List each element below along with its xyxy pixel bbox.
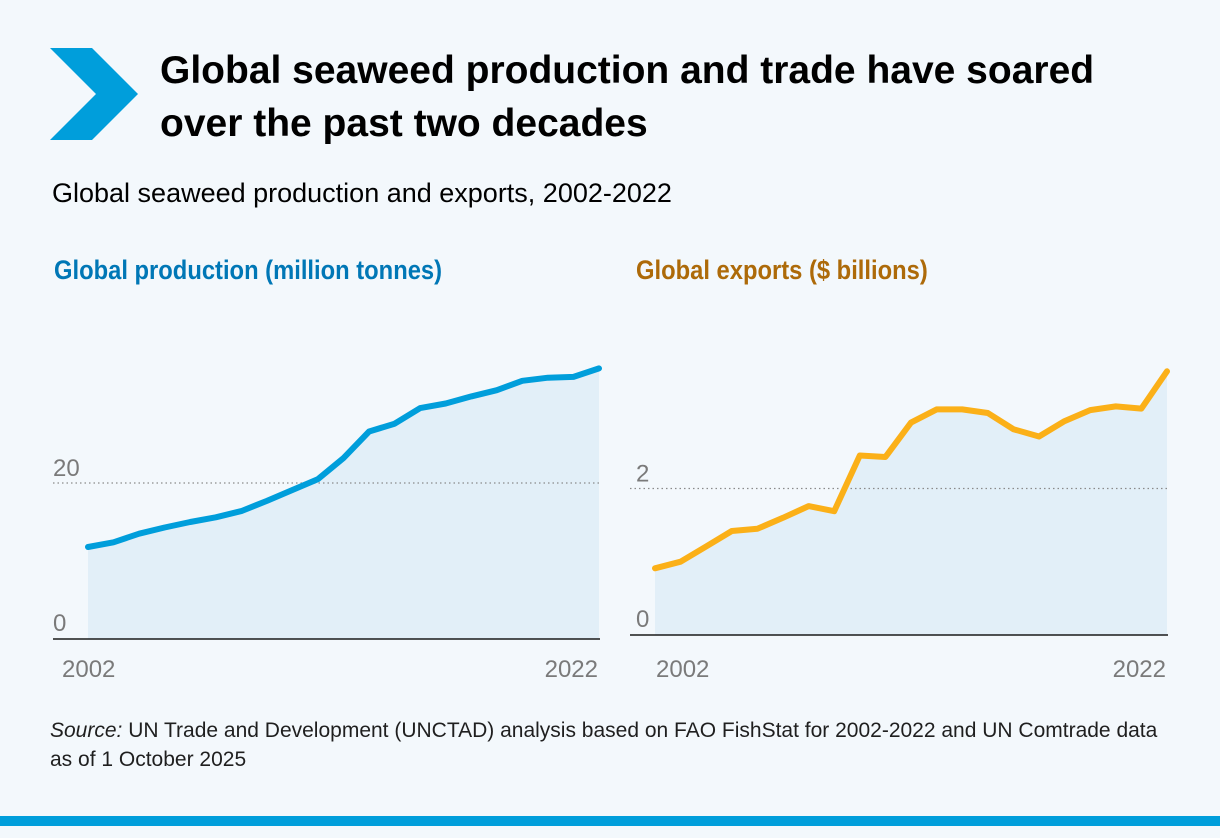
production-x-tick-label-start: 2002 <box>62 656 115 683</box>
production-x-tick-label-end: 2022 <box>545 656 598 683</box>
chart-title: Global seaweed production and trade have… <box>160 49 1095 145</box>
production-area <box>88 368 599 639</box>
source-note: Source: UN Trade and Development (UNCTAD… <box>50 716 1160 774</box>
production-y-tick-label: 0 <box>53 610 66 637</box>
exports-x-tick-label-start: 2002 <box>656 656 709 683</box>
exports-panel-title: Global exports ($ billions) <box>636 255 928 285</box>
chart-subtitle: Global seaweed production and exports, 2… <box>52 178 672 208</box>
exports-x-tick-label-end: 2022 <box>1113 656 1166 683</box>
exports-y-tick-label: 2 <box>636 460 649 487</box>
production-panel-title: Global production (million tonnes) <box>54 255 443 285</box>
exports-chart: 0 2 2002 2022 <box>630 368 1170 683</box>
source-label: Source: <box>50 719 123 742</box>
chevron-right-icon <box>50 48 138 140</box>
source-text: UN Trade and Development (UNCTAD) analys… <box>50 719 1158 771</box>
bottom-accent-bar <box>0 816 1220 826</box>
production-y-tick-label: 20 <box>53 455 80 482</box>
exports-y-tick-label: 0 <box>636 606 649 633</box>
production-chart: 0 20 2002 2022 <box>53 365 602 683</box>
exports-line <box>652 368 1170 572</box>
production-line <box>85 365 602 550</box>
